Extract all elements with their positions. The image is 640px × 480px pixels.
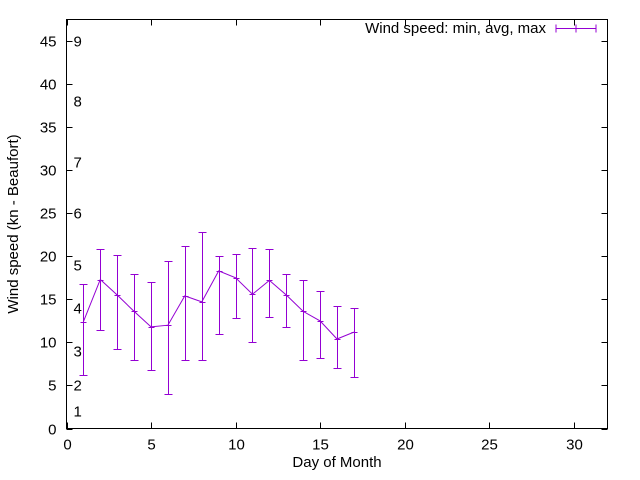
data-point — [199, 299, 206, 306]
x-tick-label: 20 — [397, 437, 414, 454]
data-point — [233, 275, 240, 282]
data-point — [165, 322, 172, 329]
y-tick-label: 0 — [48, 422, 56, 439]
beaufort-label: 5 — [74, 258, 82, 275]
y-tick-label: 10 — [40, 335, 57, 352]
beaufort-label: 1 — [74, 404, 82, 421]
error-bars — [79, 232, 359, 395]
beaufort-label: 4 — [74, 301, 82, 318]
y-tick-label: 20 — [40, 249, 57, 266]
error-bar — [215, 256, 224, 335]
y-axis-tick-labels: 0 5 10 15 20 25 30 35 40 45 — [40, 34, 57, 439]
beaufort-label: 6 — [74, 206, 82, 223]
legend: Wind speed: min, avg, max — [365, 20, 597, 37]
beaufort-label: 9 — [74, 34, 82, 51]
y-axis-ticks — [66, 41, 608, 430]
legend-errorbar-icon — [555, 24, 597, 33]
data-point — [114, 292, 121, 299]
error-bar — [316, 291, 325, 359]
x-axis-tick-labels: 0 5 10 15 20 25 30 — [63, 437, 583, 454]
error-bar — [232, 254, 241, 319]
y-axis-title: Wind speed (kn - Beaufort) — [5, 134, 22, 313]
y-tick-label: 25 — [40, 206, 57, 223]
data-point — [80, 319, 87, 326]
y-tick-label: 40 — [40, 77, 57, 94]
error-bar — [130, 274, 139, 361]
error-bar — [198, 232, 207, 361]
x-tick-label: 10 — [228, 437, 245, 454]
error-bar — [181, 246, 190, 361]
y-tick-label: 35 — [40, 120, 57, 137]
beaufort-label: 2 — [74, 378, 82, 395]
y-tick-label: 15 — [40, 292, 57, 309]
data-point — [249, 291, 256, 298]
beaufort-scale-labels: 1 2 3 4 5 6 7 8 9 — [74, 34, 82, 421]
data-point — [334, 336, 341, 343]
beaufort-label: 7 — [74, 155, 82, 172]
plot-border — [66, 19, 608, 429]
x-tick-label: 0 — [63, 437, 71, 454]
plot-frame — [66, 19, 608, 429]
data-point — [266, 277, 273, 284]
error-bar — [299, 280, 308, 361]
data-point — [148, 324, 155, 331]
x-tick-label: 5 — [147, 437, 155, 454]
y-tick-label: 5 — [48, 378, 56, 395]
error-bar — [113, 255, 122, 350]
beaufort-label: 3 — [74, 344, 82, 361]
data-point-markers — [80, 268, 358, 343]
data-point — [182, 293, 189, 300]
data-point — [351, 329, 358, 336]
x-axis-title: Day of Month — [292, 454, 381, 471]
x-tick-label: 25 — [481, 437, 498, 454]
x-axis-ticks — [67, 19, 575, 429]
y-tick-label: 45 — [40, 34, 57, 51]
data-point — [283, 292, 290, 299]
error-bar — [282, 274, 291, 328]
beaufort-label: 8 — [74, 94, 82, 111]
error-bar — [350, 308, 359, 378]
data-point — [216, 268, 223, 275]
x-tick-label: 30 — [566, 437, 583, 454]
error-bar — [96, 249, 105, 331]
data-point — [317, 318, 324, 325]
x-tick-label: 15 — [312, 437, 329, 454]
data-point — [97, 277, 104, 284]
y-tick-label: 30 — [40, 163, 57, 180]
average-line — [82, 270, 355, 340]
data-point — [131, 308, 138, 315]
data-point — [300, 308, 307, 315]
error-bar — [79, 284, 88, 376]
legend-label: Wind speed: min, avg, max — [365, 20, 546, 37]
